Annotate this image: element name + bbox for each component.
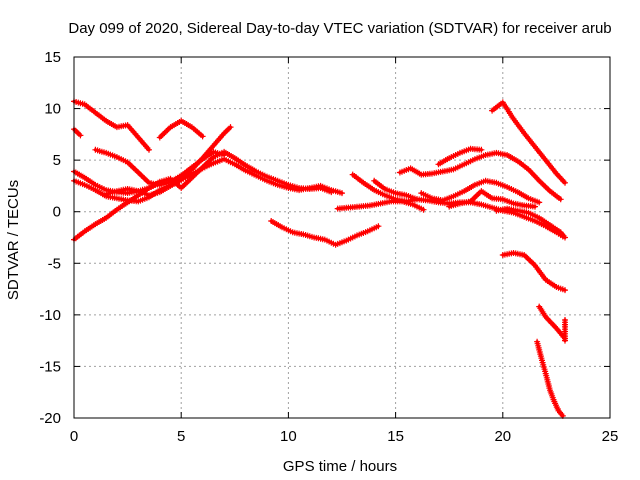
x-tick-label: 20 (494, 428, 511, 445)
series-arc-20 (536, 303, 568, 342)
series-markers (446, 188, 538, 210)
y-tick-label: -20 (39, 410, 61, 427)
series-markers (562, 317, 568, 344)
series-arc-8 (156, 117, 206, 141)
y-tick-label: -5 (48, 255, 61, 272)
y-tick-label: -10 (39, 307, 61, 324)
series-markers (396, 149, 564, 203)
x-tick-label: 15 (387, 428, 404, 445)
y-tick-label: 5 (53, 152, 61, 169)
y-tick-labels: 15 10 5 0 -5 -10 -15 -20 (39, 49, 61, 427)
series-arc-18 (493, 205, 568, 241)
y-axis-label: SDTVAR / TECUs (5, 180, 22, 300)
series-arc-17 (489, 99, 568, 186)
series-markers (534, 338, 566, 419)
series-arc-22 (562, 317, 568, 344)
x-axis-label: GPS time / hours (283, 458, 397, 475)
x-tick-labels: 0 5 10 15 20 25 (70, 428, 619, 445)
series-markers (103, 124, 234, 199)
series-arc-12 (371, 177, 420, 203)
x-tick-label: 10 (280, 428, 297, 445)
y-tick-label: 15 (44, 49, 61, 66)
data-series (71, 98, 568, 419)
y-tick-label: -15 (39, 358, 61, 375)
series-arc-14 (418, 177, 543, 206)
x-tick-label: 5 (177, 428, 185, 445)
y-tick-label: 0 (53, 204, 61, 221)
series-arc-16 (446, 188, 538, 210)
x-tick-label: 25 (602, 428, 619, 445)
series-arc-9 (268, 218, 382, 248)
series-markers (536, 303, 568, 342)
series-markers (499, 250, 568, 294)
series-markers (371, 177, 420, 203)
y-tick-label: 10 (44, 101, 61, 118)
plot-frame (73, 56, 611, 419)
series-arc-15 (435, 145, 485, 168)
series-arc-13 (396, 149, 564, 203)
series-markers (418, 177, 543, 206)
series-markers (268, 218, 382, 248)
series-markers (489, 99, 568, 186)
series-markers (493, 205, 568, 241)
series-arc-19 (499, 250, 568, 294)
x-tick-label: 0 (70, 428, 78, 445)
chart-title: Day 099 of 2020, Sidereal Day-to-day VTE… (68, 20, 611, 37)
series-arc-21 (534, 338, 566, 419)
series-markers (435, 145, 485, 168)
series-markers (156, 117, 206, 141)
series-arc-7 (103, 124, 234, 199)
